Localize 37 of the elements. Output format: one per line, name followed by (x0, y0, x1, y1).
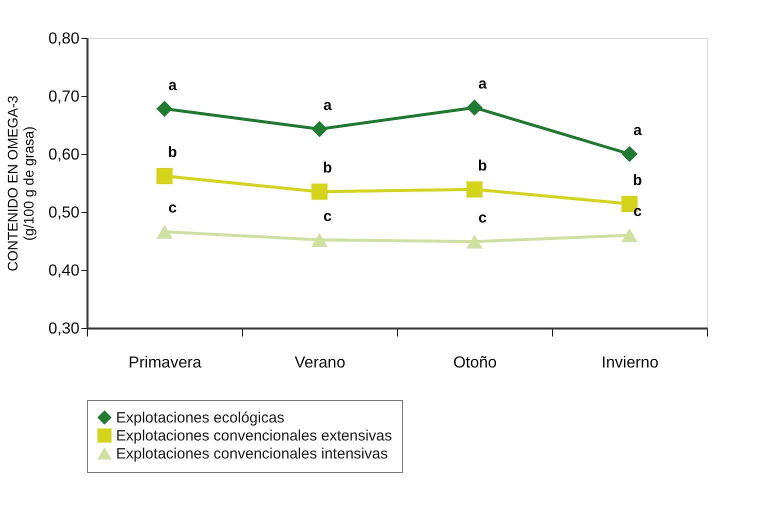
annotation: c (168, 200, 177, 217)
annotation: a (633, 122, 642, 139)
point (156, 168, 173, 184)
x-tick-label: Primavera (128, 354, 202, 372)
legend-label: Explotaciones convencionales extensivas (116, 428, 392, 444)
point (311, 121, 328, 138)
point (466, 181, 483, 198)
annotation: b (322, 160, 332, 177)
y-tick-label: 0,70 (48, 88, 80, 106)
point (311, 232, 328, 247)
x-tick-label: Invierno (602, 354, 659, 372)
legend-label: Explotaciones convencionales intensivas (116, 446, 388, 462)
x-tick-label: Verano (294, 354, 346, 372)
y-tick-label: 0,80 (48, 30, 80, 48)
point (156, 224, 173, 239)
point (156, 100, 173, 117)
annotation: b (168, 144, 178, 162)
y-tick-label: 0,30 (48, 320, 80, 338)
point (311, 184, 328, 200)
point (466, 100, 483, 116)
annotation: a (478, 76, 488, 93)
y-tick-label: 0,50 (48, 204, 80, 222)
y-tick-label: 0,40 (48, 262, 80, 280)
x-tick-label: Otoño (453, 354, 497, 372)
annotation: a (168, 76, 178, 94)
legend-label: Explotaciones ecológicas (116, 410, 284, 426)
annotation: a (323, 97, 332, 114)
y-tick-label: 0,60 (48, 146, 80, 164)
y-axis-title: CONTENIDO EN OMEGA-3 (g/100 g de grasa) (4, 95, 36, 272)
annotation: c (633, 203, 642, 220)
annotation: c (323, 208, 332, 225)
annotation: b (478, 157, 488, 174)
annotation: b (632, 172, 642, 189)
point (466, 234, 483, 249)
point (621, 146, 638, 162)
point (621, 228, 638, 242)
annotation: c (478, 210, 487, 227)
